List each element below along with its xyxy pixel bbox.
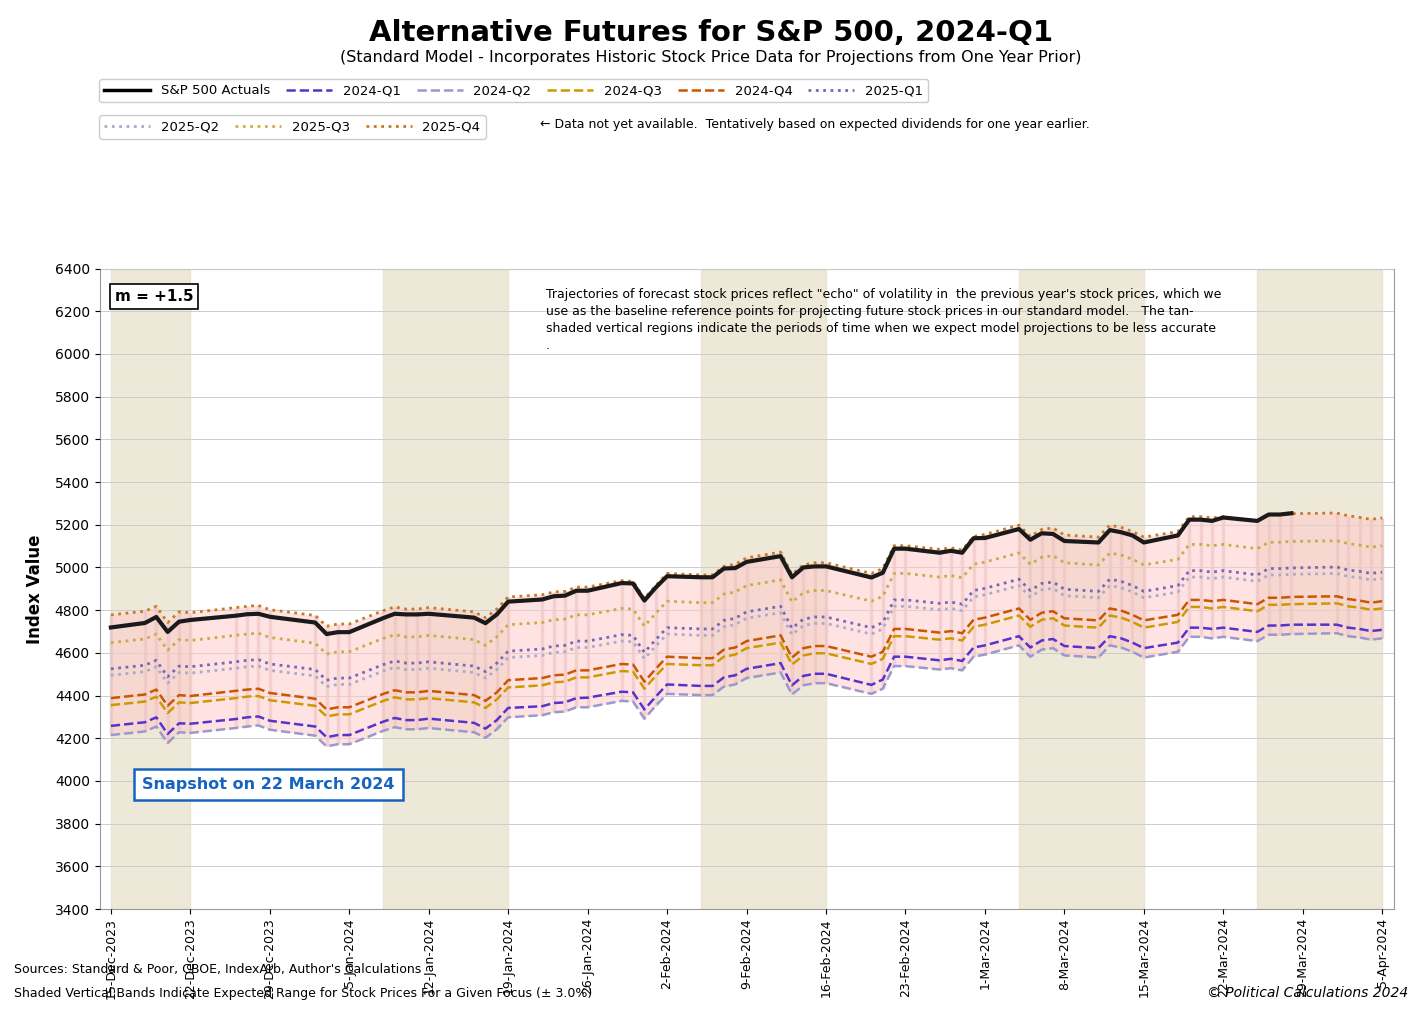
Text: m = +1.5: m = +1.5	[115, 289, 193, 304]
Legend: 2025-Q2, 2025-Q3, 2025-Q4: 2025-Q2, 2025-Q3, 2025-Q4	[100, 115, 486, 138]
Bar	[1257, 269, 1382, 909]
Text: ← Data not yet available.  Tentatively based on expected dividends for one year : ← Data not yet available. Tentatively ba…	[540, 119, 1091, 131]
Text: (Standard Model - Incorporates Historic Stock Price Data for Projections from On: (Standard Model - Incorporates Historic …	[340, 50, 1082, 65]
Bar	[384, 269, 508, 909]
Bar	[111, 269, 191, 909]
Text: Snapshot on 22 March 2024: Snapshot on 22 March 2024	[142, 777, 395, 791]
Bar	[701, 269, 826, 909]
Y-axis label: Index Value: Index Value	[26, 534, 44, 644]
Text: Sources: Standard & Poor, CBOE, IndexArb, Author's Calculations: Sources: Standard & Poor, CBOE, IndexArb…	[14, 963, 421, 976]
Bar	[1020, 269, 1143, 909]
Legend: S&P 500 Actuals, 2024-Q1, 2024-Q2, 2024-Q3, 2024-Q4, 2025-Q1: S&P 500 Actuals, 2024-Q1, 2024-Q2, 2024-…	[100, 79, 929, 102]
Text: © Political Calculations 2024: © Political Calculations 2024	[1206, 985, 1408, 1000]
Text: Alternative Futures for S&P 500, 2024-Q1: Alternative Futures for S&P 500, 2024-Q1	[368, 19, 1054, 46]
Text: Shaded Vertical Bands Indicate Expected Range for Stock Prices For a Given Focus: Shaded Vertical Bands Indicate Expected …	[14, 987, 593, 1000]
Text: Trajectories of forecast stock prices reflect "echo" of volatility in  the previ: Trajectories of forecast stock prices re…	[546, 288, 1221, 352]
